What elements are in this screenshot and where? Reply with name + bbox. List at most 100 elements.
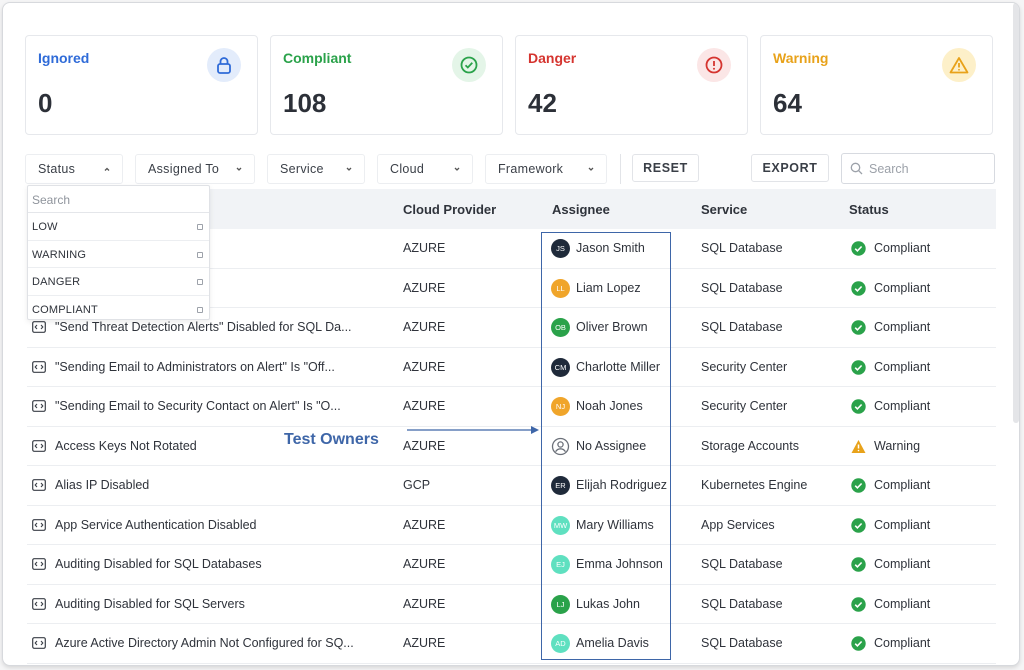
reset-button[interactable]: RESET xyxy=(632,154,699,182)
check-circle-icon xyxy=(851,557,866,572)
check-circle-icon xyxy=(851,596,866,612)
column-service[interactable]: Service xyxy=(701,202,748,217)
service-name: Security Center xyxy=(701,359,788,374)
check-circle-icon xyxy=(452,48,486,82)
assignee-name[interactable]: No Assignee xyxy=(576,438,647,453)
dropdown-option-danger[interactable]: DANGER xyxy=(28,268,209,296)
checkbox[interactable] xyxy=(197,306,203,313)
search-field[interactable] xyxy=(841,153,995,184)
assignee-highlight-box xyxy=(541,232,671,660)
arrow-right-icon xyxy=(407,426,539,434)
table-row[interactable]: Auditing Disabled for SQL Servers AZURE LJ… xyxy=(27,584,996,624)
policy-name[interactable]: App Service Authentication Disabled xyxy=(55,517,257,532)
card-compliant[interactable]: Compliant 108 xyxy=(270,35,503,135)
policy-name[interactable]: "Sending Email to Security Contact on Al… xyxy=(55,399,341,413)
policy-name[interactable]: Access Keys Not Rotated xyxy=(55,438,197,453)
export-button[interactable]: EXPORT xyxy=(751,154,829,182)
avatar: LL xyxy=(551,278,570,298)
cloud-provider: AZURE xyxy=(403,399,446,413)
avatar-initials: CM xyxy=(554,362,567,372)
filter-status[interactable]: Status xyxy=(25,154,123,184)
card-title: Warning xyxy=(773,50,829,66)
service-name: SQL Database xyxy=(701,241,783,255)
option-label: LOW xyxy=(32,221,58,233)
assignee-name[interactable]: Noah Jones xyxy=(576,399,643,413)
card-danger[interactable]: Danger 42 xyxy=(515,35,748,135)
table-row[interactable]: Access Keys Not Rotated AZURE No Assignee S… xyxy=(27,426,996,466)
card-value: 0 xyxy=(38,88,53,118)
dropdown-option-compliant[interactable]: COMPLIANT xyxy=(28,296,209,324)
filter-cloud[interactable]: Cloud xyxy=(377,154,473,184)
avatar-initials: ER xyxy=(555,481,566,490)
column-cloud-provider[interactable]: Cloud Provider xyxy=(403,202,497,217)
alert-circle-icon xyxy=(697,48,731,82)
table-row[interactable]: App Service Authentication Disabled AZURE… xyxy=(27,505,996,545)
service-name: SQL Database xyxy=(701,596,783,611)
search-input[interactable] xyxy=(869,161,989,176)
card-warning[interactable]: Warning 64 xyxy=(760,35,993,135)
service-name: SQL Database xyxy=(701,557,783,571)
dropdown-search-input[interactable]: Search xyxy=(28,186,209,213)
service-name: SQL Database xyxy=(701,320,783,334)
service-name: Security Center xyxy=(701,399,788,413)
status-label: Compliant xyxy=(874,241,931,255)
policy-name[interactable]: "Sending Email to Administrators on Aler… xyxy=(55,359,335,374)
avatar-initials: EJ xyxy=(556,560,565,569)
assignee-name[interactable]: Emma Johnson xyxy=(576,557,663,571)
table-row[interactable]: "Sending Email to Administrators on Aler… xyxy=(27,347,996,387)
card-title: Ignored xyxy=(38,50,90,66)
card-ignored[interactable]: Ignored 0 xyxy=(25,35,258,135)
filter-service[interactable]: Service xyxy=(267,154,365,184)
service-name: Kubernetes Engine xyxy=(701,478,808,492)
cloud-provider: AZURE xyxy=(403,359,446,374)
status-dropdown: Search LOW WARNING DANGER COMPLIANT xyxy=(27,185,210,320)
scrollbar[interactable] xyxy=(1013,3,1019,423)
policy-name[interactable]: Auditing Disabled for SQL Databases xyxy=(55,557,262,571)
column-status[interactable]: Status xyxy=(849,202,889,217)
column-assignee[interactable]: Assignee xyxy=(552,202,610,217)
code-icon xyxy=(32,321,46,333)
assignee-name[interactable]: Jason Smith xyxy=(576,241,645,255)
dropdown-option-warning[interactable]: WARNING xyxy=(28,241,209,268)
table-row[interactable]: Alias IP Disabled GCP ER Elijah Rodriguez Ku… xyxy=(27,466,996,506)
status-label: Compliant xyxy=(874,399,931,413)
filter-assigned-to[interactable]: Assigned To xyxy=(135,154,255,184)
annotation-label: Test Owners xyxy=(284,431,379,448)
option-label: COMPLIANT xyxy=(32,303,98,316)
status-label: Compliant xyxy=(874,280,931,295)
avatar-initials: NJ xyxy=(555,402,566,411)
checkbox[interactable] xyxy=(197,251,203,258)
table-row[interactable]: Azure Active Directory Admin Not Configu… xyxy=(27,624,996,664)
check-circle-icon xyxy=(851,478,866,493)
warning-triangle-icon xyxy=(942,48,976,82)
code-icon xyxy=(32,439,46,452)
assignee-name[interactable]: Oliver Brown xyxy=(576,320,648,334)
policy-name[interactable]: Auditing Disabled for SQL Servers xyxy=(55,596,245,611)
assignee-name[interactable]: Mary Williams xyxy=(576,517,654,532)
checkbox[interactable] xyxy=(197,224,203,230)
policy-name[interactable]: Azure Active Directory Admin Not Configu… xyxy=(55,636,354,650)
chevron-down-icon xyxy=(346,167,352,171)
chevron-down-icon xyxy=(236,167,242,171)
assignee-name[interactable]: Lukas John xyxy=(576,596,640,611)
card-value: 42 xyxy=(528,88,557,118)
check-circle-icon xyxy=(851,517,866,533)
dropdown-option-low[interactable]: LOW xyxy=(28,213,209,241)
cloud-provider: AZURE xyxy=(403,517,446,532)
assignee-name[interactable]: Liam Lopez xyxy=(576,280,641,295)
policy-name[interactable]: "Send Threat Detection Alerts" Disabled … xyxy=(55,320,352,334)
filter-framework[interactable]: Framework xyxy=(485,154,607,184)
assignee-name[interactable]: Amelia Davis xyxy=(576,636,649,650)
table-row[interactable]: Auditing Disabled for SQL Databases AZURE… xyxy=(27,545,996,585)
status-label: Compliant xyxy=(874,478,931,492)
cloud-provider: AZURE xyxy=(403,320,446,334)
assignee-name[interactable]: Elijah Rodriguez xyxy=(576,478,668,492)
check-circle-icon xyxy=(851,359,866,375)
policy-name[interactable]: Alias IP Disabled xyxy=(55,478,150,492)
service-name: SQL Database xyxy=(701,280,783,295)
checkbox[interactable] xyxy=(197,279,203,285)
filter-label: Status xyxy=(38,162,76,176)
table-row[interactable]: "Sending Email to Security Contact on Al… xyxy=(27,387,996,427)
assignee-name[interactable]: Charlotte Miller xyxy=(576,359,661,374)
